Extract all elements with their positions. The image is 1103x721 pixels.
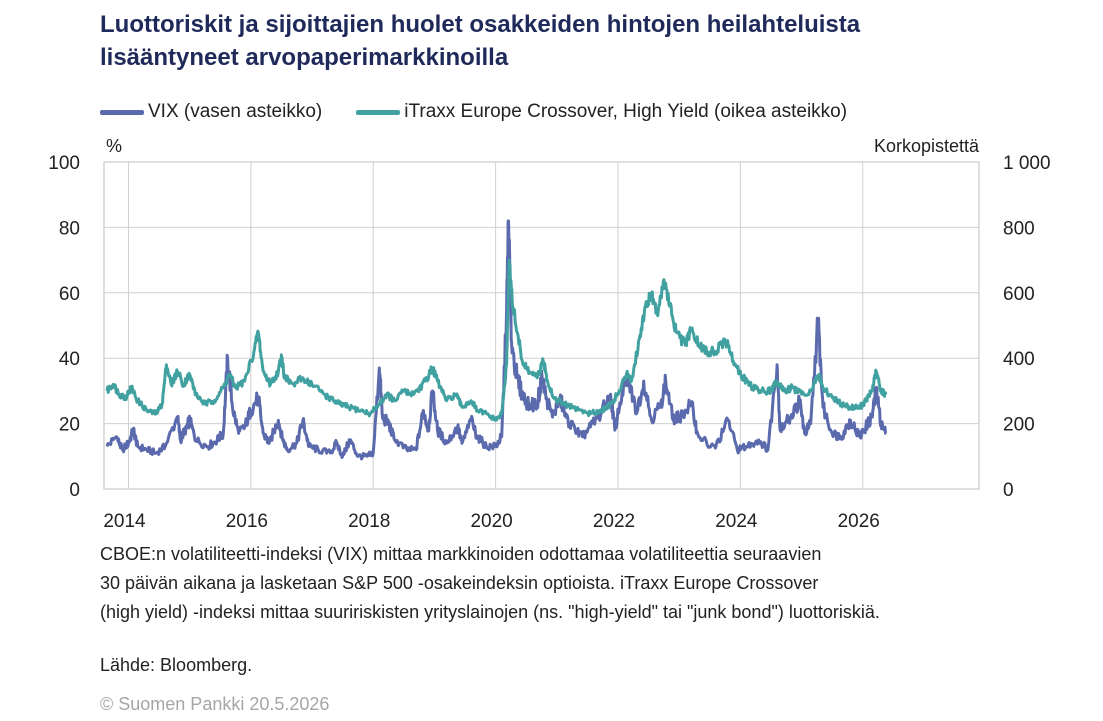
source-note: Lähde: Bloomberg. — [100, 655, 253, 675]
chart-title: Luottoriskit ja sijoittajien huolet osak… — [100, 8, 1060, 74]
legend-item-vix: VIX (vasen asteikko) — [100, 101, 322, 123]
chart-title-line-2: lisääntyneet arvopaperimarkkinoilla — [100, 44, 509, 71]
footnote-line-1: CBOE:n volatiliteetti-indeksi (VIX) mitt… — [100, 544, 822, 564]
x-tick-label: 2024 — [715, 511, 758, 532]
right-tick-label: 200 — [1003, 415, 1035, 436]
x-tick-label: 2020 — [470, 511, 512, 532]
legend-label-vix: VIX (vasen asteikko) — [148, 101, 323, 122]
right-tick-label: 0 — [1003, 480, 1014, 501]
series-line-itraxx — [105, 258, 888, 422]
legend-label-itraxx: iTraxx Europe Crossover, High Yield (oik… — [404, 101, 848, 122]
left-axis-unit: % — [106, 136, 122, 156]
legend-swatch-itraxx — [356, 109, 401, 115]
plot-frame — [103, 161, 980, 490]
x-tick-label: 2026 — [838, 511, 880, 532]
right-tick-label: 800 — [1003, 218, 1035, 239]
chart-title-line-1: Luottoriskit ja sijoittajien huolet osak… — [100, 11, 861, 38]
legend-swatch-vix — [100, 109, 144, 115]
left-tick-label: 80 — [59, 218, 80, 239]
left-tick-label: 40 — [59, 349, 80, 370]
right-axis-unit: Korkopistettä — [874, 136, 980, 156]
left-tick-label: 100 — [48, 153, 80, 174]
chart-footnote: CBOE:n volatiliteetti-indeksi (VIX) mitt… — [100, 540, 1090, 627]
right-tick-label: 600 — [1003, 284, 1035, 305]
right-tick-label: 1 000 — [1003, 153, 1051, 174]
left-tick-label: 20 — [59, 415, 80, 436]
x-tick-label: 2022 — [593, 511, 635, 532]
chart-legend: VIX (vasen asteikko) iTraxx Europe Cross… — [100, 98, 881, 126]
left-tick-label: 0 — [69, 480, 80, 501]
footnote-line-2: 30 päivän aikana ja lasketaan S&P 500 -o… — [100, 573, 819, 593]
x-tick-label: 2014 — [103, 511, 146, 532]
left-tick-label: 60 — [59, 284, 80, 305]
x-tick-label: 2018 — [348, 511, 390, 532]
series-line-vix — [105, 219, 887, 461]
copyright-note: © Suomen Pankki 20.5.2026 — [100, 694, 330, 714]
legend-item-itraxx: iTraxx Europe Crossover, High Yield (oik… — [356, 101, 847, 123]
x-tick-label: 2016 — [226, 511, 268, 532]
chart-grid — [103, 161, 980, 490]
footnote-line-3: (high yield) -indeksi mittaa suuririskis… — [100, 602, 880, 622]
right-tick-label: 400 — [1003, 349, 1035, 370]
chart-series — [105, 219, 888, 461]
